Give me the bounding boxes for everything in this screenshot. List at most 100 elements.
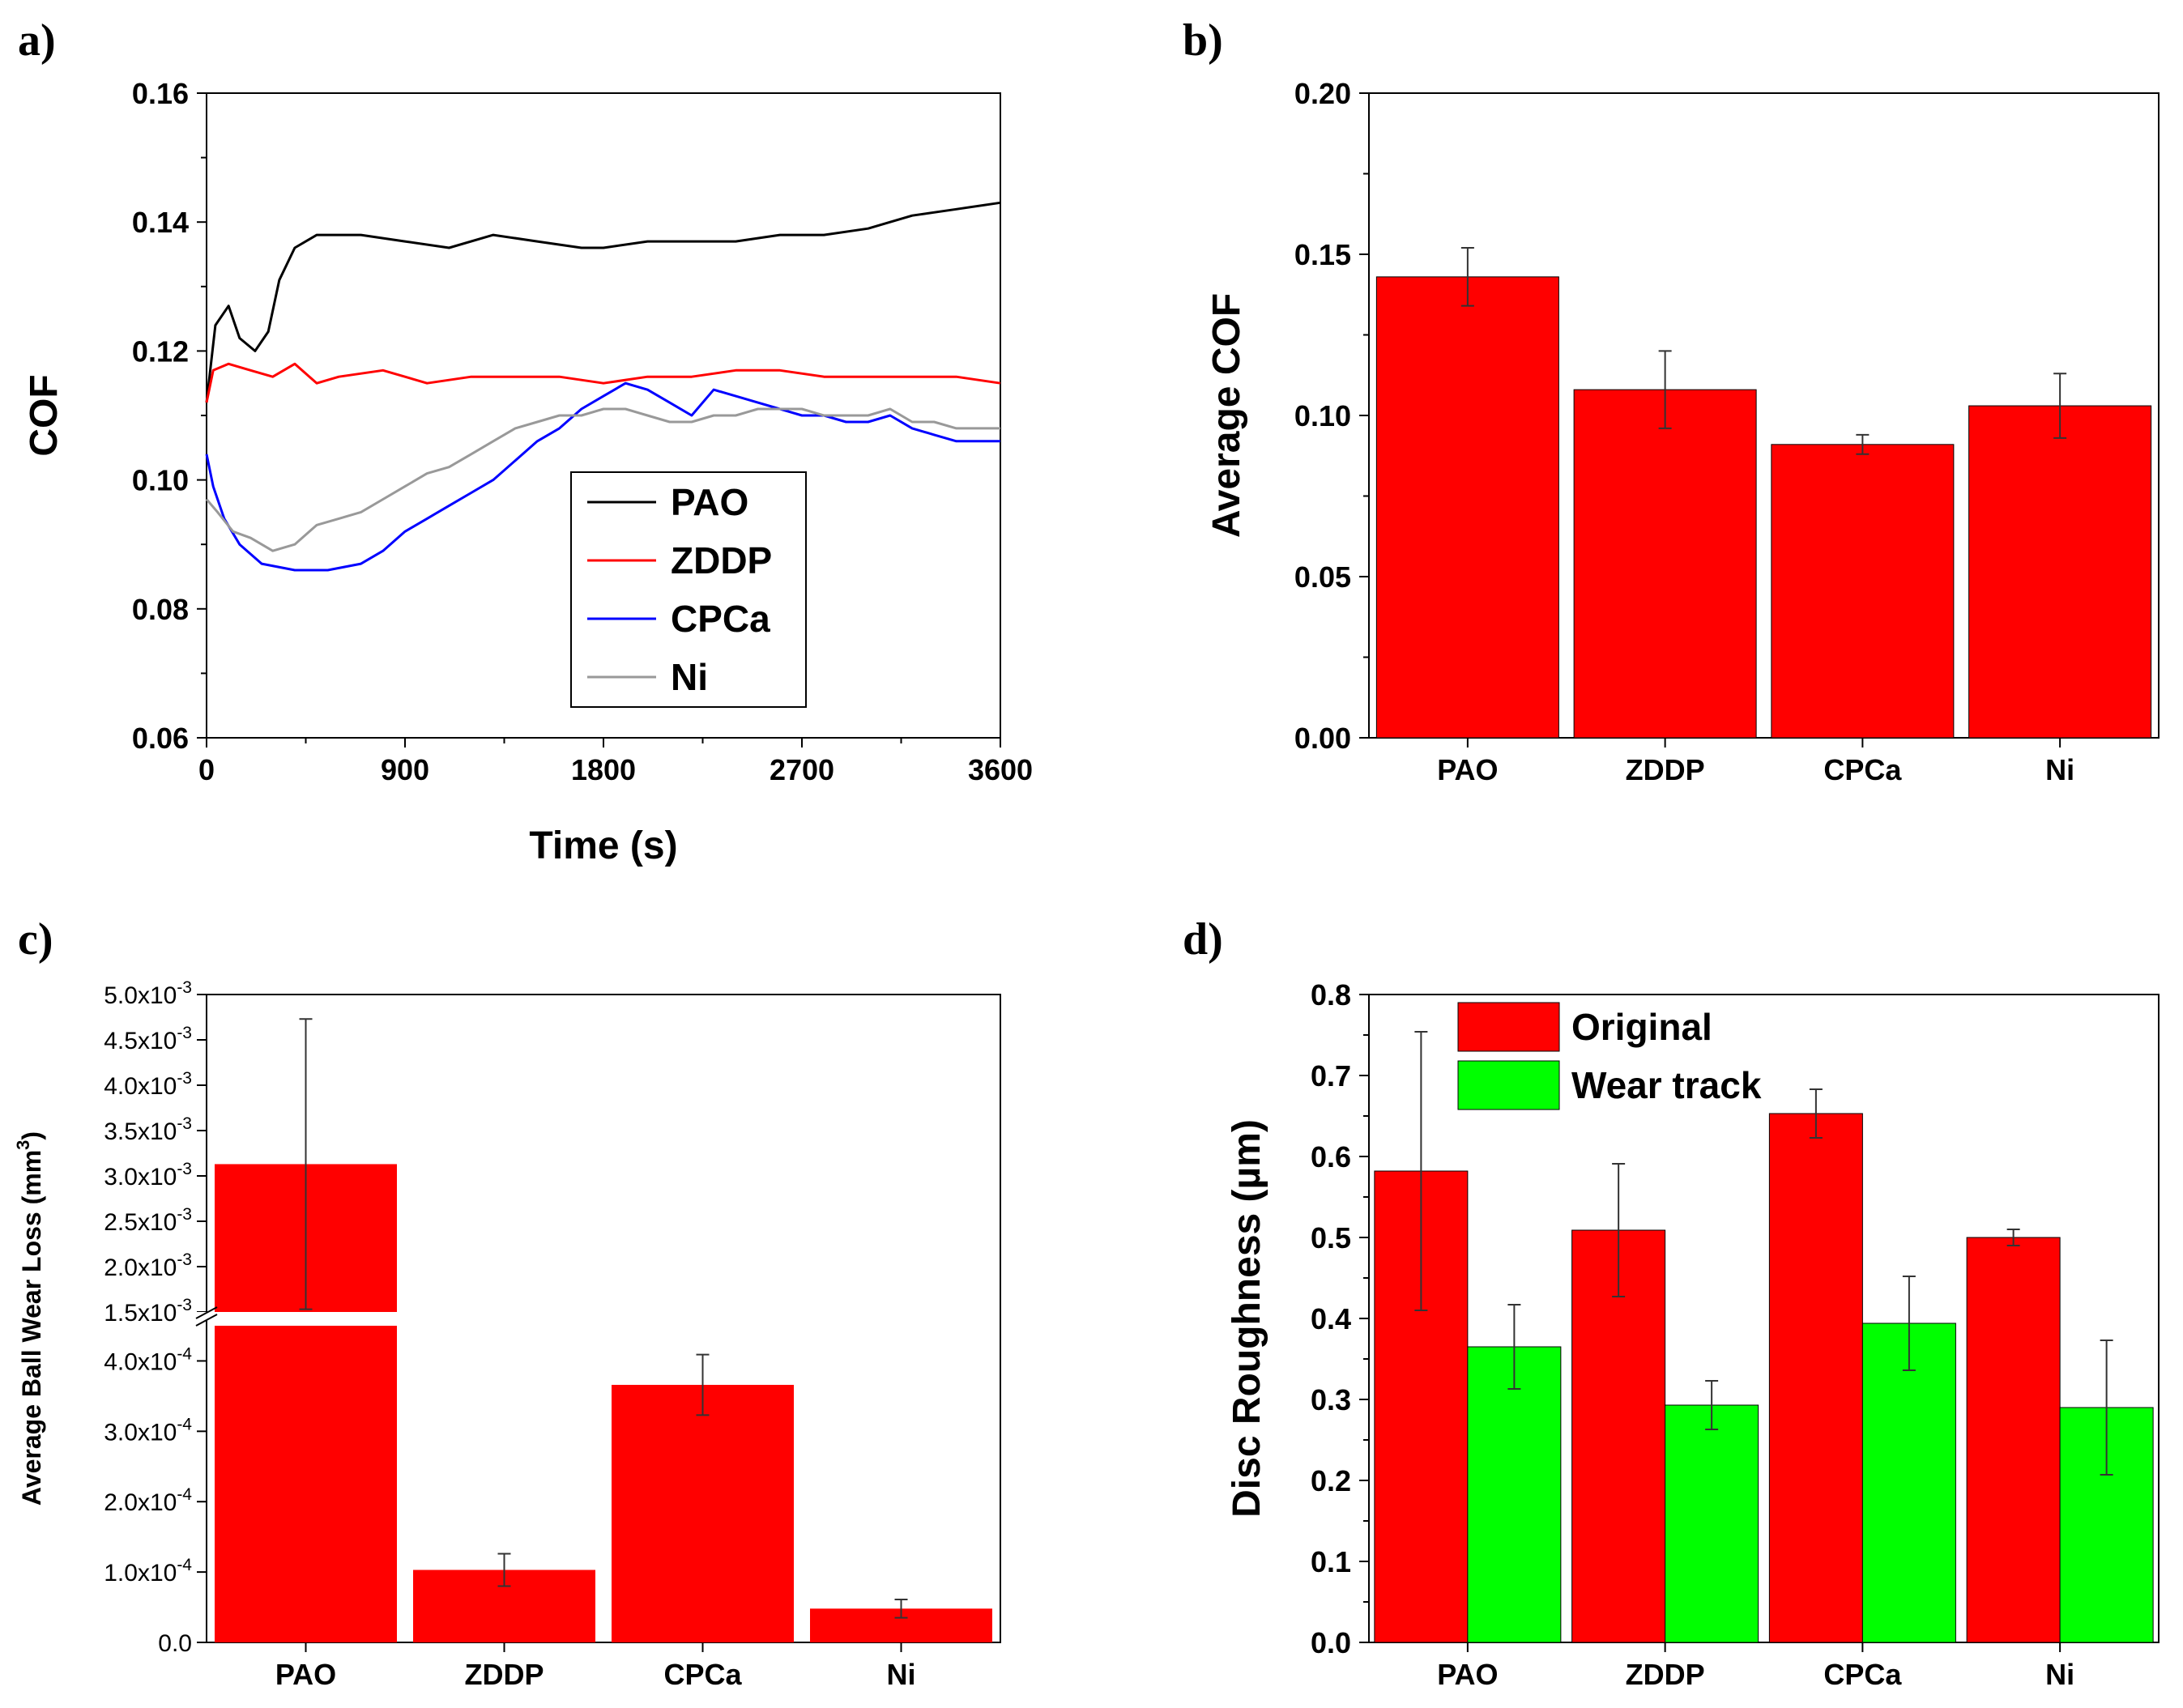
legend-label-zddp: ZDDP bbox=[671, 539, 772, 581]
c-ytick-label-upper-6-mantissa: 4.5x10 bbox=[104, 1028, 177, 1054]
a-ytick-label-4: 0.14 bbox=[132, 206, 189, 239]
c-ytick-label-lower-3-mantissa: 4.0x10 bbox=[104, 1348, 177, 1375]
bar-cpca-wear-track bbox=[1861, 1323, 1956, 1643]
c-ytick-label-lower-0-exponent: -4 bbox=[177, 1556, 192, 1574]
bar-zddp-wear-track bbox=[1665, 1404, 1759, 1643]
c-ytick-label-upper-3-mantissa: 3.0x10 bbox=[104, 1164, 177, 1190]
c-ytick-label-upper-0-exponent: -3 bbox=[177, 1296, 192, 1314]
panel-b-tag: b) bbox=[1183, 15, 1223, 66]
b-xtick-label-zddp: ZDDP bbox=[1626, 753, 1705, 786]
panel-a-legend: PAO ZDDP CPCa Ni bbox=[570, 471, 807, 708]
a-xtick-label-2: 1800 bbox=[571, 753, 636, 786]
c-ytick-label-lower-1-exponent: -4 bbox=[177, 1485, 192, 1504]
legend-label-original: Original bbox=[1571, 1006, 1712, 1048]
c-ytick-label-upper-3: 3.0x10-3 bbox=[104, 1160, 192, 1190]
legend-label-cpca: CPCa bbox=[671, 598, 770, 640]
c-xtick-label-zddp: ZDDP bbox=[465, 1658, 544, 1691]
a-xtick-label-4: 3600 bbox=[968, 753, 1033, 786]
c-ytick-label-lower-2-exponent: -4 bbox=[177, 1415, 192, 1433]
panel-d-legend: Original Wear track bbox=[1457, 1002, 1762, 1110]
panel-c-ylabel-end: ) bbox=[17, 1131, 46, 1140]
panel-c-ticks: 0.01.0x10-42.0x10-43.0x10-44.0x10-41.5x1… bbox=[104, 978, 915, 1691]
axis-break-gap bbox=[194, 1312, 219, 1320]
series-line-cpca bbox=[205, 381, 1000, 572]
panel-b-bars bbox=[1375, 247, 2152, 739]
b-ytick-label-1: 0.05 bbox=[1294, 560, 1351, 594]
bar-cpca-original bbox=[1768, 1113, 1863, 1643]
panel-a-series bbox=[205, 201, 1001, 572]
c-ytick-label-upper-1-exponent: -3 bbox=[177, 1250, 192, 1269]
panel-c-tag: c) bbox=[18, 914, 53, 965]
legend-label-pao: PAO bbox=[671, 481, 748, 523]
b-xtick-label-pao: PAO bbox=[1437, 753, 1498, 786]
panel-d-ylabel: Disc Roughness (µm) bbox=[1226, 1119, 1268, 1518]
d-xtick-label-pao: PAO bbox=[1437, 1658, 1498, 1691]
c-ytick-label-lower-0: 1.0x10-4 bbox=[104, 1556, 192, 1587]
a-xtick-label-0: 0 bbox=[198, 753, 215, 786]
c-ytick-label-upper-7-exponent: -3 bbox=[177, 978, 192, 997]
legend-label-wear-track: Wear track bbox=[1571, 1064, 1762, 1106]
bar-zddp-original bbox=[1571, 1229, 1666, 1643]
c-ytick-label-upper-1-mantissa: 2.0x10 bbox=[104, 1254, 177, 1281]
c-ytick-label-zero: 0.0 bbox=[158, 1630, 192, 1657]
c-ytick-label-upper-2: 2.5x10-3 bbox=[104, 1205, 192, 1236]
legend-swatch-wear-track bbox=[1457, 1060, 1560, 1110]
panel-c-axis-break bbox=[194, 1306, 219, 1327]
d-ytick-label-0: 0.0 bbox=[1311, 1626, 1351, 1659]
panel-b-ylabel: Average COF bbox=[1205, 293, 1248, 538]
c-ytick-label-upper-6-exponent: -3 bbox=[177, 1024, 192, 1042]
c-ytick-label-upper-3-exponent: -3 bbox=[177, 1160, 192, 1178]
d-ytick-label-4: 0.4 bbox=[1311, 1302, 1351, 1335]
c-ytick-label-lower-3: 4.0x10-4 bbox=[104, 1344, 192, 1375]
c-ytick-label-upper-4-mantissa: 3.5x10 bbox=[104, 1118, 177, 1145]
a-ytick-label-2: 0.10 bbox=[132, 464, 189, 497]
axis-break-mark-lower bbox=[195, 1314, 218, 1327]
b-ytick-label-0: 0.00 bbox=[1294, 722, 1351, 755]
a-xtick-label-3: 2700 bbox=[770, 753, 834, 786]
c-ytick-label-upper-5-mantissa: 4.0x10 bbox=[104, 1073, 177, 1100]
bar-pao-wear-track bbox=[1467, 1346, 1562, 1643]
b-xtick-label-cpca: CPCa bbox=[1823, 753, 1902, 786]
b-xtick-label-ni: Ni bbox=[2045, 753, 2074, 786]
panel-c-bars bbox=[215, 1018, 992, 1642]
a-ytick-label-0: 0.06 bbox=[132, 722, 189, 755]
c-ytick-label-upper-6: 4.5x10-3 bbox=[104, 1024, 192, 1054]
bar-ni-original bbox=[1966, 1237, 2061, 1643]
a-ytick-label-3: 0.12 bbox=[132, 334, 189, 368]
c-ytick-label-lower-3-exponent: -4 bbox=[177, 1344, 192, 1363]
c-ytick-label-lower-1-mantissa: 2.0x10 bbox=[104, 1489, 177, 1516]
c-ytick-label-lower-0-mantissa: 1.0x10 bbox=[104, 1560, 177, 1587]
panel-c-ylabel-main: Average Ball Wear Loss (mm bbox=[17, 1150, 46, 1506]
c-xtick-label-pao: PAO bbox=[275, 1658, 336, 1691]
c-ytick-label-upper-5-exponent: -3 bbox=[177, 1069, 192, 1088]
d-ytick-label-3: 0.3 bbox=[1311, 1383, 1351, 1416]
bar-zddp bbox=[1573, 389, 1757, 739]
c-ytick-label-upper-7-mantissa: 5.0x10 bbox=[104, 982, 177, 1009]
bar-pao bbox=[1375, 276, 1559, 739]
c-ytick-label-upper-4-exponent: -3 bbox=[177, 1114, 192, 1133]
bar-pao-lower bbox=[215, 1326, 397, 1642]
d-ytick-label-1: 0.1 bbox=[1311, 1545, 1351, 1578]
bar-ni bbox=[1968, 405, 2152, 739]
c-ytick-label-upper-1: 2.0x10-3 bbox=[104, 1250, 192, 1281]
d-xtick-label-ni: Ni bbox=[2045, 1658, 2074, 1691]
c-ytick-label-upper-2-mantissa: 2.5x10 bbox=[104, 1209, 177, 1236]
panel-d-bars bbox=[1374, 1031, 2154, 1643]
bar-cpca bbox=[612, 1384, 794, 1642]
panel-a-legend-box bbox=[570, 471, 807, 708]
c-xtick-label-cpca: CPCa bbox=[663, 1658, 742, 1691]
d-ytick-label-5: 0.5 bbox=[1311, 1221, 1351, 1254]
d-xtick-label-cpca: CPCa bbox=[1823, 1658, 1902, 1691]
panel-a-line-chart: 0 900 1800 2700 3600 0.06 0.08 0.10 0.12 0.14 0.16… bbox=[23, 77, 1033, 867]
b-ytick-label-4: 0.20 bbox=[1294, 77, 1351, 110]
panel-d-grouped-bar-chart: 0.0 0.1 0.2 0.3 0.4 0.5 0.6 0.7 0.8 PAO ZDDP CPCa Ni… bbox=[1226, 978, 2160, 1691]
c-ytick-label-lower-2-mantissa: 3.0x10 bbox=[104, 1419, 177, 1446]
c-ytick-label-lower-2: 3.0x10-4 bbox=[104, 1415, 192, 1446]
series-line-pao bbox=[205, 201, 1001, 403]
c-ytick-label-upper-4: 3.5x10-3 bbox=[104, 1114, 192, 1145]
panel-b-bar-chart: 0.00 0.05 0.10 0.15 0.20 PAO ZDDP CPCa Ni Averag… bbox=[1205, 77, 2160, 786]
b-ytick-label-3: 0.15 bbox=[1294, 238, 1351, 271]
c-ytick-label-upper-0-mantissa: 1.5x10 bbox=[104, 1300, 177, 1327]
d-ytick-label-6: 0.6 bbox=[1311, 1140, 1351, 1173]
